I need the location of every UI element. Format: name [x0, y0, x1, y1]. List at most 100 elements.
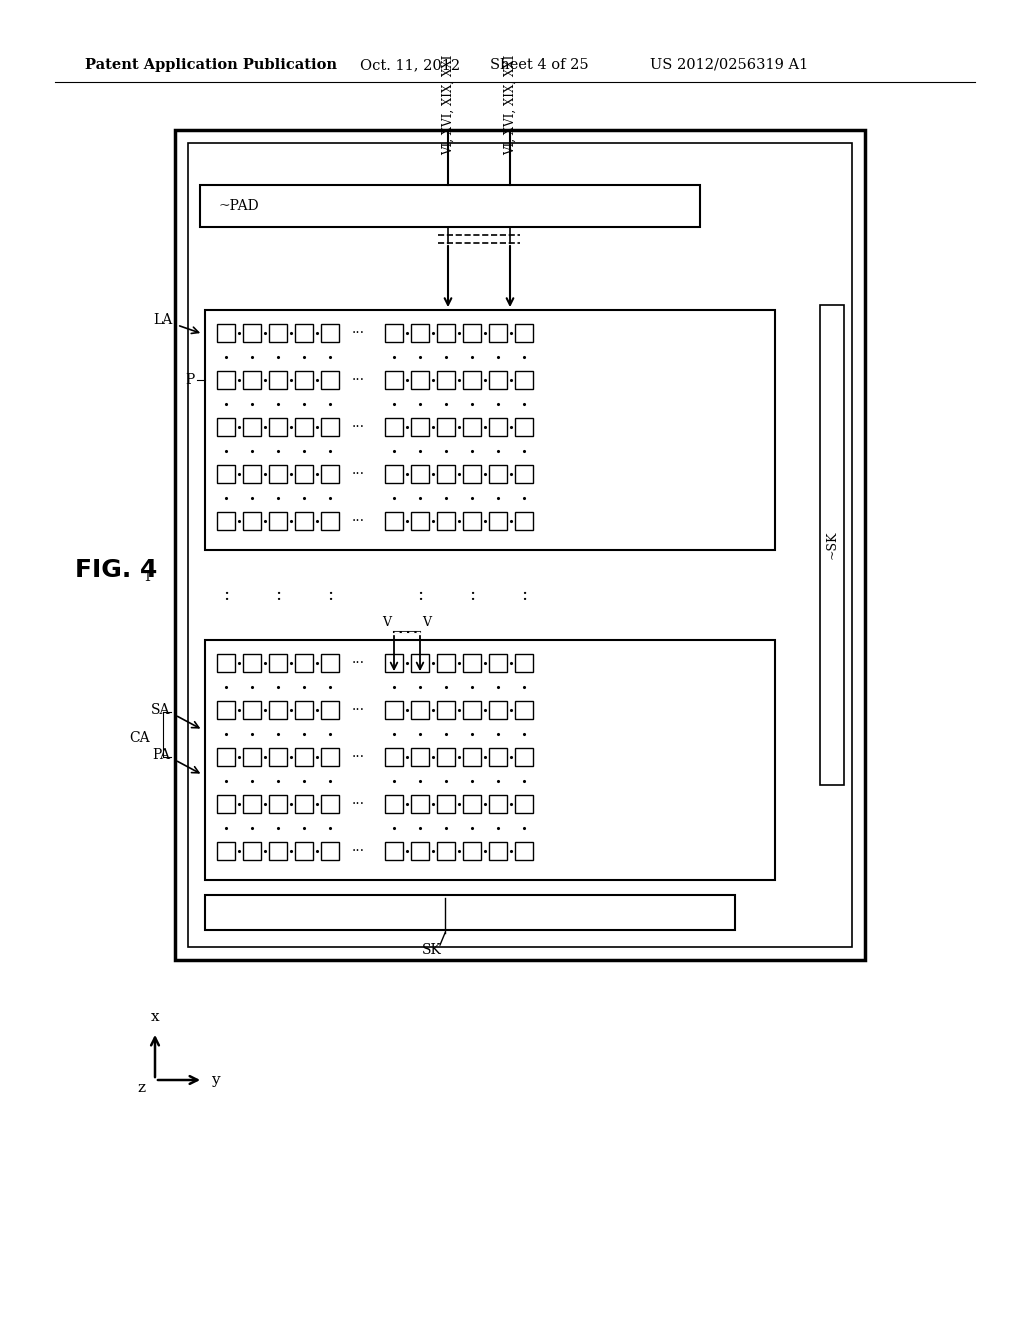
Bar [243, 796, 261, 813]
Text: Oct. 11, 2012: Oct. 11, 2012 [360, 58, 460, 73]
Bar [243, 653, 261, 672]
Bar [295, 512, 313, 531]
Bar [463, 842, 481, 861]
Bar [217, 842, 234, 861]
Bar [269, 466, 287, 483]
Bar [463, 796, 481, 813]
Text: LA: LA [154, 313, 173, 327]
Bar [321, 701, 339, 719]
Bar [411, 842, 429, 861]
Bar [463, 371, 481, 389]
Text: PA: PA [152, 748, 170, 762]
Bar [515, 323, 534, 342]
Bar [321, 323, 339, 342]
Bar [437, 653, 455, 672]
Text: ···: ··· [351, 515, 365, 528]
Bar [411, 512, 429, 531]
Bar [489, 748, 507, 766]
Bar [437, 418, 455, 436]
Bar [321, 796, 339, 813]
Text: Sheet 4 of 25: Sheet 4 of 25 [490, 58, 589, 73]
Bar [385, 512, 403, 531]
Bar [321, 842, 339, 861]
Text: ···: ··· [351, 326, 365, 341]
Bar [269, 796, 287, 813]
Bar [515, 512, 534, 531]
Text: y: y [211, 1073, 219, 1086]
Bar [295, 701, 313, 719]
Bar [437, 842, 455, 861]
Bar [295, 466, 313, 483]
Bar [243, 466, 261, 483]
Bar [269, 701, 287, 719]
Bar [269, 371, 287, 389]
Bar [385, 466, 403, 483]
Bar [269, 653, 287, 672]
Bar [385, 323, 403, 342]
Bar [515, 371, 534, 389]
Text: CA: CA [129, 730, 150, 744]
Text: :: : [521, 586, 527, 605]
Bar [217, 653, 234, 672]
Bar [489, 418, 507, 436]
Bar [437, 512, 455, 531]
Bar [489, 466, 507, 483]
Bar [243, 418, 261, 436]
Text: 1: 1 [143, 572, 151, 583]
Text: ···: ··· [351, 750, 365, 764]
Text: SA: SA [151, 704, 170, 717]
Bar [321, 466, 339, 483]
Bar [385, 653, 403, 672]
Bar [243, 371, 261, 389]
Bar [217, 748, 234, 766]
Bar [243, 701, 261, 719]
Text: ···: ··· [351, 704, 365, 717]
Text: FIG. 4: FIG. 4 [75, 558, 158, 582]
Bar [321, 371, 339, 389]
Bar [437, 701, 455, 719]
Bar [463, 418, 481, 436]
Text: :: : [417, 586, 423, 605]
Text: Patent Application Publication: Patent Application Publication [85, 58, 337, 73]
Text: x: x [151, 1010, 160, 1024]
Text: :: : [327, 586, 333, 605]
Bar [515, 748, 534, 766]
Bar [515, 842, 534, 861]
Bar [205, 310, 775, 550]
Text: ···: ··· [351, 374, 365, 387]
Bar [515, 466, 534, 483]
Text: US 2012/0256319 A1: US 2012/0256319 A1 [650, 58, 808, 73]
Bar [217, 796, 234, 813]
Bar [295, 653, 313, 672]
Bar [385, 701, 403, 719]
Bar [385, 842, 403, 861]
Bar [489, 371, 507, 389]
Bar [489, 701, 507, 719]
Bar [437, 323, 455, 342]
Bar [321, 512, 339, 531]
Text: ···: ··· [351, 656, 365, 671]
Bar [269, 418, 287, 436]
Bar [489, 323, 507, 342]
Bar [489, 796, 507, 813]
Bar [205, 895, 735, 931]
Text: P: P [185, 374, 195, 387]
Bar [489, 653, 507, 672]
Bar [217, 418, 234, 436]
Text: ···: ··· [351, 420, 365, 434]
Bar [295, 796, 313, 813]
Text: ···: ··· [351, 467, 365, 482]
Bar [217, 466, 234, 483]
Bar [463, 512, 481, 531]
Bar [515, 796, 534, 813]
Text: VI, XVI, XIX, XXI: VI, XVI, XIX, XXI [504, 54, 516, 154]
Bar [463, 466, 481, 483]
Bar [411, 323, 429, 342]
Bar [437, 796, 455, 813]
Text: :: : [223, 586, 229, 605]
Bar [820, 305, 844, 785]
Bar [463, 323, 481, 342]
Text: z: z [137, 1081, 145, 1096]
Bar [295, 748, 313, 766]
Bar [515, 701, 534, 719]
